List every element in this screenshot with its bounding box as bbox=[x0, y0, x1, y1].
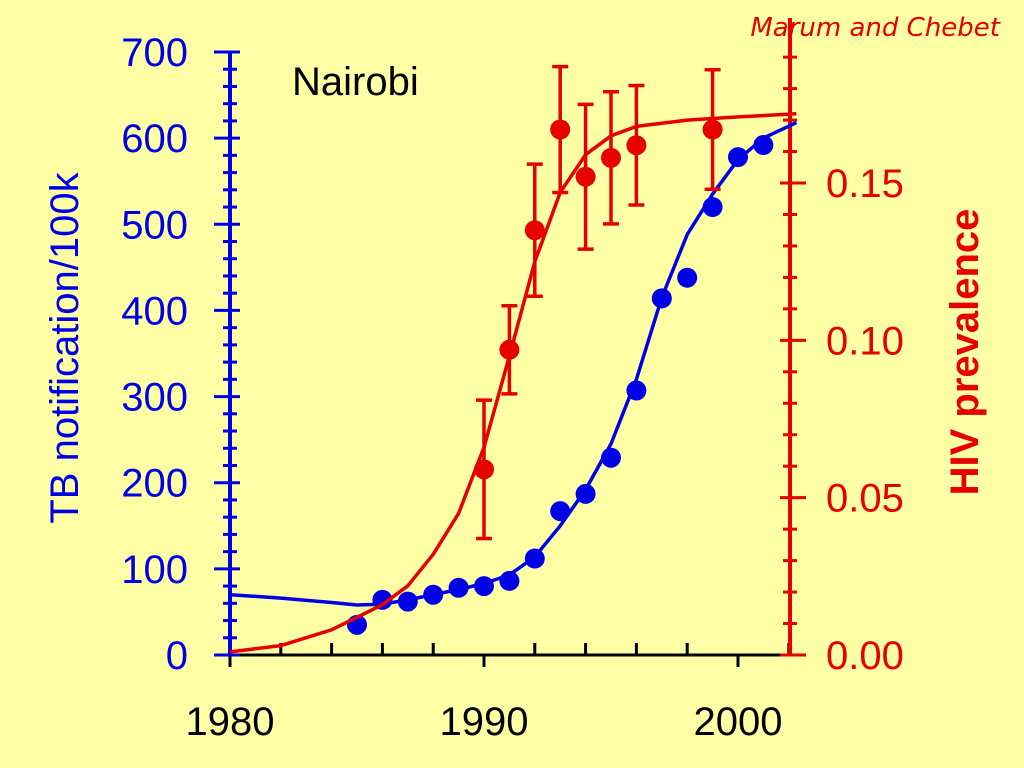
hiv-data-point bbox=[601, 147, 621, 168]
tb-data-point bbox=[524, 548, 545, 569]
tb-data-point bbox=[372, 589, 393, 610]
plot-area bbox=[229, 64, 798, 654]
y-right-tick-label: 0.00 bbox=[826, 634, 904, 678]
x-axis: 1980 1990 2000 bbox=[186, 643, 791, 744]
hiv-data-point bbox=[524, 220, 545, 241]
hiv-data-point bbox=[474, 459, 494, 480]
tb-data-point bbox=[474, 576, 494, 597]
tb-data-point bbox=[702, 197, 723, 218]
y-left-tick-label: 500 bbox=[121, 203, 188, 247]
tb-data-point bbox=[448, 577, 469, 598]
x-tick-label: 1980 bbox=[186, 700, 275, 744]
y-right-axis: 0.00 0.05 0.10 0.15 bbox=[780, 18, 904, 678]
y-left-tick-label: 0 bbox=[166, 634, 188, 678]
y-left-axis: 0 100 200 300 400 500 600 700 bbox=[121, 31, 240, 678]
hiv-data-point bbox=[626, 135, 647, 156]
y-left-tick-label: 400 bbox=[121, 289, 188, 333]
credit-text: Marum and Chebet bbox=[750, 13, 1000, 43]
y-left-tick-label: 100 bbox=[121, 548, 188, 592]
hiv-data-point bbox=[499, 339, 520, 360]
tb-data-point bbox=[575, 483, 596, 504]
hiv-data-point bbox=[575, 166, 596, 187]
tb-data-point bbox=[677, 267, 698, 288]
y-right-tick-label: 0.05 bbox=[826, 477, 904, 521]
y-left-tick-label: 200 bbox=[121, 462, 188, 506]
tb-data-point bbox=[550, 501, 571, 522]
tb-data-point bbox=[626, 380, 647, 401]
x-tick-label: 1990 bbox=[440, 700, 529, 744]
tb-data-point bbox=[601, 447, 621, 468]
y-right-tick-label: 0.10 bbox=[826, 319, 904, 363]
hiv-data-point bbox=[550, 119, 571, 140]
hiv-data-point bbox=[702, 119, 723, 140]
y-left-tick-label: 600 bbox=[121, 117, 188, 161]
tb-data-point bbox=[753, 135, 774, 156]
tb-data-point bbox=[651, 288, 672, 309]
tb-data-point bbox=[499, 570, 520, 591]
tb-data-point bbox=[728, 147, 748, 168]
x-tick-label: 2000 bbox=[694, 700, 783, 744]
y-left-tick-label: 700 bbox=[121, 31, 188, 75]
y-left-tick-label: 300 bbox=[121, 376, 188, 420]
y-left-axis-title: TB notification/100k bbox=[43, 171, 87, 523]
chart-title: Nairobi bbox=[292, 60, 419, 104]
tb-data-point bbox=[423, 584, 444, 605]
y-right-tick-label: 0.15 bbox=[826, 162, 904, 206]
tb-data-point bbox=[397, 591, 418, 612]
y-right-axis-title: HIV prevalence bbox=[943, 209, 987, 496]
